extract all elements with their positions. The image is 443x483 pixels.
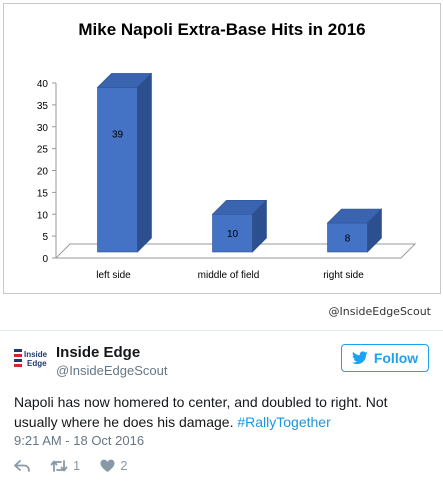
author-name[interactable]: Inside Edge	[56, 344, 141, 361]
bar	[97, 87, 138, 253]
tweet-actions: 1 2	[14, 458, 127, 473]
bar-value-label: 39	[112, 129, 124, 140]
reply-button[interactable]	[14, 459, 30, 473]
retweet-icon	[50, 459, 68, 472]
bar-chart: Mike Napoli Extra-Base Hits in 2016 0 5 10…	[37, 20, 417, 281]
y-tick-label: 35	[37, 101, 49, 112]
bar-side	[367, 208, 382, 253]
follow-label: Follow	[373, 350, 419, 366]
bar-side	[137, 72, 152, 253]
tweet-card: Inside Edge Inside Edge @InsideEdgeScout…	[0, 330, 443, 483]
heart-icon	[100, 459, 115, 472]
bar-value-label: 8	[345, 234, 351, 245]
timestamp[interactable]: 9:21 AM - 18 Oct 2016	[14, 433, 145, 448]
follow-button[interactable]: Follow	[341, 344, 429, 372]
x-tick-label: middle of field	[198, 270, 260, 281]
y-tick-label: 25	[37, 145, 49, 156]
twitter-bird-icon	[351, 351, 368, 365]
y-tick-label: 15	[37, 188, 49, 199]
inside-edge-logo[interactable]: Inside Edge	[14, 348, 50, 370]
tweet-media[interactable]: Mike Napoli Extra-Base Hits in 2016 0 5 10…	[0, 0, 443, 331]
x-tick-label: right side	[323, 270, 364, 281]
retweet-count: 1	[73, 458, 81, 473]
y-tick-label: 40	[37, 79, 49, 90]
bar-value-label: 10	[227, 229, 239, 240]
hashtag-link[interactable]: #RallyTogether	[237, 414, 331, 430]
tweet-text: Napoli has now homered to center, and do…	[14, 392, 429, 432]
x-tick-label: left side	[96, 270, 131, 281]
bar-side	[252, 199, 267, 253]
author-handle[interactable]: @InsideEdgeScout	[56, 363, 168, 378]
chart-frame: Mike Napoli Extra-Base Hits in 2016 0 5 10…	[3, 3, 441, 294]
tweet-body: Napoli has now homered to center, and do…	[14, 394, 388, 430]
like-count: 2	[120, 458, 128, 473]
y-tick-label: 0	[42, 254, 48, 265]
like-button[interactable]: 2	[100, 458, 127, 473]
y-tick-label: 20	[37, 167, 49, 178]
reply-icon	[14, 459, 30, 472]
chart-title: Mike Napoli Extra-Base Hits in 2016	[78, 20, 365, 39]
logo-text-top: Inside	[24, 350, 48, 359]
retweet-button[interactable]: 1	[50, 458, 80, 473]
bar	[212, 213, 253, 253]
logo-text-bottom: Edge	[27, 359, 47, 368]
y-tick-label: 5	[42, 232, 48, 243]
y-tick-label: 10	[37, 210, 49, 221]
media-credit: @InsideEdgeScout	[328, 305, 431, 318]
y-tick-label: 30	[37, 123, 49, 134]
